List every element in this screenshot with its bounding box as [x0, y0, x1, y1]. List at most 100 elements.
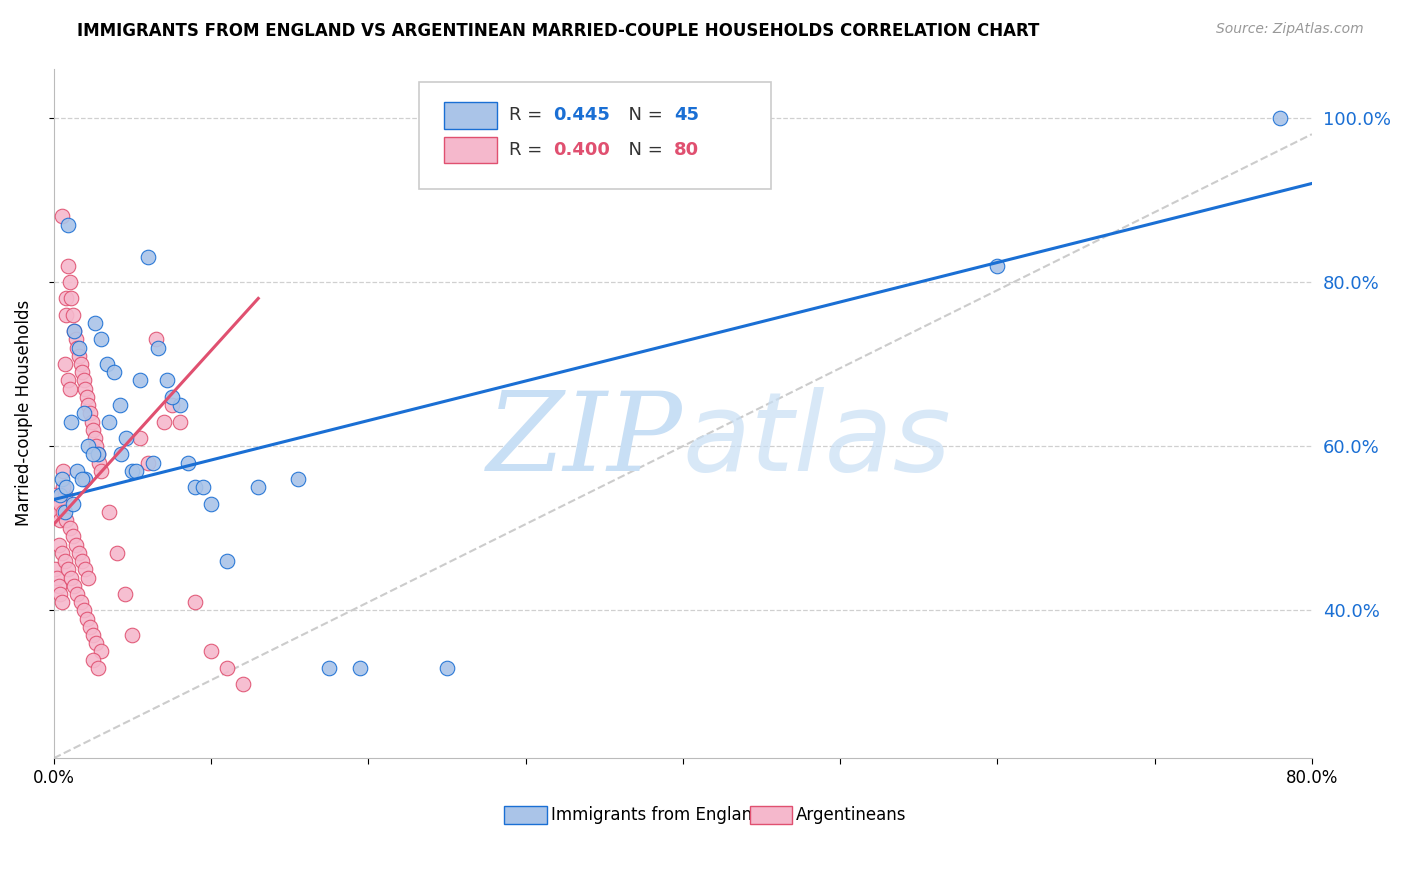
Point — [46, 570, 69, 584]
Point — [215, 554, 238, 568]
Point — [193, 480, 215, 494]
Point — [436, 661, 458, 675]
FancyBboxPatch shape — [749, 805, 793, 823]
Text: R =: R = — [509, 141, 548, 159]
Point — [318, 661, 340, 675]
Point — [110, 447, 132, 461]
Point — [48, 505, 70, 519]
Point — [287, 472, 309, 486]
Point — [136, 456, 159, 470]
Point — [129, 431, 152, 445]
Point — [69, 357, 91, 371]
Point — [55, 292, 77, 306]
Point — [51, 595, 73, 609]
Point — [55, 513, 77, 527]
Point — [200, 497, 222, 511]
Point — [69, 595, 91, 609]
Text: N =: N = — [617, 106, 669, 124]
Point — [44, 488, 66, 502]
Point — [73, 603, 96, 617]
Point — [169, 415, 191, 429]
Point — [124, 464, 146, 478]
Text: Immigrants from England: Immigrants from England — [551, 805, 762, 823]
FancyBboxPatch shape — [444, 103, 496, 128]
Point — [84, 439, 107, 453]
Point — [89, 456, 111, 470]
Point — [115, 431, 138, 445]
Point — [56, 259, 79, 273]
Point — [60, 292, 83, 306]
Point — [49, 488, 72, 502]
Point — [83, 431, 105, 445]
Text: 0.400: 0.400 — [554, 141, 610, 159]
Point — [75, 472, 97, 486]
Point — [200, 644, 222, 658]
Point — [153, 415, 176, 429]
Point — [82, 628, 104, 642]
Point — [108, 398, 131, 412]
Point — [63, 579, 86, 593]
Point — [56, 374, 79, 388]
Point — [184, 595, 207, 609]
Point — [76, 390, 98, 404]
Point — [96, 357, 118, 371]
Point — [160, 390, 183, 404]
Point — [60, 415, 83, 429]
Point — [44, 562, 66, 576]
Point — [215, 661, 238, 675]
Point — [70, 365, 93, 379]
Text: Argentineans: Argentineans — [796, 805, 907, 823]
Point — [63, 324, 86, 338]
Point — [82, 653, 104, 667]
Point — [53, 357, 76, 371]
Point — [49, 497, 72, 511]
Point — [51, 546, 73, 560]
Point — [80, 415, 103, 429]
Point — [146, 341, 169, 355]
FancyBboxPatch shape — [419, 82, 770, 189]
Point — [53, 554, 76, 568]
Text: Source: ZipAtlas.com: Source: ZipAtlas.com — [1216, 22, 1364, 37]
Point — [232, 677, 254, 691]
Point — [103, 365, 125, 379]
Point — [82, 447, 104, 461]
Point — [55, 308, 77, 322]
Point — [176, 456, 198, 470]
Point — [184, 480, 207, 494]
Point — [48, 538, 70, 552]
Point — [46, 497, 69, 511]
Point — [986, 259, 1008, 273]
Point — [90, 464, 112, 478]
Point — [70, 554, 93, 568]
Point — [53, 505, 76, 519]
Point — [62, 529, 84, 543]
Point — [73, 406, 96, 420]
Text: 0.445: 0.445 — [554, 106, 610, 124]
Point — [56, 562, 79, 576]
Point — [49, 513, 72, 527]
Point — [79, 620, 101, 634]
Point — [52, 464, 75, 478]
Point — [67, 349, 90, 363]
Point — [349, 661, 371, 675]
Point — [58, 275, 80, 289]
Point — [90, 644, 112, 658]
Point — [49, 587, 72, 601]
Point — [51, 472, 73, 486]
Point — [58, 382, 80, 396]
Point — [82, 423, 104, 437]
Point — [160, 398, 183, 412]
Point — [83, 316, 105, 330]
Point — [87, 447, 110, 461]
Point — [76, 611, 98, 625]
Point — [52, 480, 75, 494]
Point — [97, 505, 120, 519]
Point — [169, 398, 191, 412]
Point — [65, 333, 87, 347]
Point — [62, 308, 84, 322]
Point — [66, 587, 89, 601]
Point — [156, 374, 179, 388]
Point — [73, 374, 96, 388]
Y-axis label: Married-couple Households: Married-couple Households — [15, 301, 32, 526]
Text: R =: R = — [509, 106, 548, 124]
